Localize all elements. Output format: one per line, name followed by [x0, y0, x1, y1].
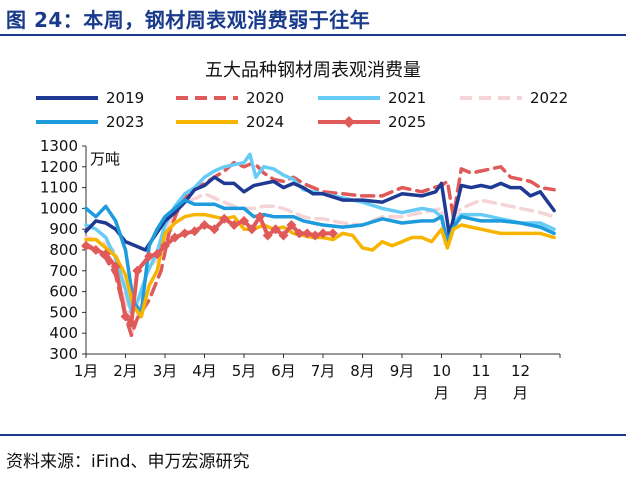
- x-tick-label: 4月: [192, 362, 217, 380]
- data-point-2025: [169, 232, 180, 243]
- data-point-2025: [144, 251, 155, 262]
- x-tick-label: 11: [471, 362, 490, 380]
- legend-item-2024: 2024: [176, 113, 284, 131]
- x-tick-label: 12: [511, 362, 530, 380]
- data-point-2025: [327, 228, 338, 239]
- chart-legend: 2019 2020 2021 2022 2023 2024 2025: [36, 89, 568, 131]
- data-point-2025: [152, 249, 163, 260]
- data-point-2025: [189, 226, 200, 237]
- legend-item-2025: 2025: [318, 113, 426, 131]
- y-tick-label: 500: [49, 303, 78, 321]
- x-tick-label: 9月: [390, 362, 415, 380]
- x-tick-label: 2月: [113, 362, 138, 380]
- title-rule: [0, 34, 626, 36]
- data-point-2025: [100, 249, 111, 260]
- x-tick-label: 月: [473, 384, 488, 402]
- legend-label-2025: 2025: [388, 113, 426, 131]
- y-tick-label: 900: [49, 220, 78, 238]
- data-point-2025: [120, 311, 131, 322]
- series-layer: [81, 152, 556, 338]
- x-tick-label: 7月: [311, 362, 336, 380]
- legend-item-2023: 2023: [36, 113, 144, 131]
- data-point-2025: [262, 230, 273, 241]
- data-point-2025: [209, 224, 220, 235]
- y-tick-label: 300: [49, 345, 78, 363]
- data-point-2025: [219, 213, 230, 224]
- legend-label-2022: 2022: [530, 89, 568, 107]
- x-tick-label: 10: [432, 362, 451, 380]
- data-point-2025: [81, 240, 91, 251]
- data-point-2025: [318, 228, 328, 239]
- legend-item-2019: 2019: [36, 89, 144, 107]
- data-point-2025: [278, 230, 289, 241]
- data-point-2025: [302, 228, 313, 239]
- data-point-2025: [310, 230, 321, 241]
- y-tick-label: 1200: [40, 158, 78, 176]
- data-point-2025: [294, 228, 305, 239]
- line-chart: 五大品种钢材周表观消费量 2019 2020 2021 2022 2023 2024 202…: [36, 60, 568, 402]
- data-point-2025: [246, 224, 257, 235]
- legend-item-2022: 2022: [460, 89, 568, 107]
- legend-marker-2025: [343, 116, 355, 128]
- legend-label-2023: 2023: [106, 113, 144, 131]
- y-axis: 300 400 500 600 700 800 900 1000 1100 1200 1300: [40, 137, 87, 363]
- source-rule: [0, 434, 626, 436]
- y-tick-label: 1000: [40, 199, 78, 217]
- chart-title: 五大品种钢材周表观消费量: [205, 60, 421, 81]
- unit-label: 万吨: [90, 150, 120, 168]
- legend-label-2019: 2019: [106, 89, 144, 107]
- data-point-2025: [179, 228, 190, 239]
- data-point-2025: [126, 317, 137, 328]
- x-tick-label: 3月: [153, 362, 178, 380]
- data-point-2025: [110, 261, 121, 272]
- data-point-2025: [270, 224, 281, 235]
- legend-item-2021: 2021: [318, 89, 426, 107]
- series-line-2020: [84, 160, 556, 338]
- y-tick-label: 800: [49, 241, 78, 259]
- x-axis: 1月 2月 3月 4月 5月 6月 7月 8月 9月 10 月 11 月 12 月: [74, 353, 561, 402]
- data-point-2025: [229, 220, 240, 231]
- source-note: 资料来源：iFind、申万宏源研究: [6, 452, 250, 472]
- x-tick-label: 5月: [232, 362, 257, 380]
- legend-item-2020: 2020: [176, 89, 284, 107]
- x-tick-label: 月: [513, 384, 528, 402]
- data-point-2025: [90, 245, 101, 255]
- data-point-2025: [160, 240, 170, 251]
- legend-label-2024: 2024: [246, 113, 284, 131]
- legend-label-2020: 2020: [246, 89, 284, 107]
- x-tick-label: 月: [434, 384, 449, 402]
- y-tick-label: 700: [49, 262, 78, 280]
- x-tick-label: 6月: [271, 362, 296, 380]
- y-tick-label: 600: [49, 283, 78, 301]
- legend-label-2021: 2021: [388, 89, 426, 107]
- y-tick-label: 1300: [40, 137, 78, 155]
- figure-title: 图 24：本周，钢材周表观消费弱于往年: [6, 8, 371, 32]
- data-point-2025: [199, 220, 210, 231]
- data-point-2025: [286, 220, 297, 231]
- data-point-2025: [254, 211, 265, 222]
- data-point-2025: [239, 215, 249, 226]
- y-tick-label: 400: [49, 324, 78, 342]
- x-tick-label: 1月: [74, 362, 99, 380]
- x-tick-label: 8月: [350, 362, 375, 380]
- data-point-2025: [132, 265, 143, 276]
- y-tick-label: 1100: [40, 179, 78, 197]
